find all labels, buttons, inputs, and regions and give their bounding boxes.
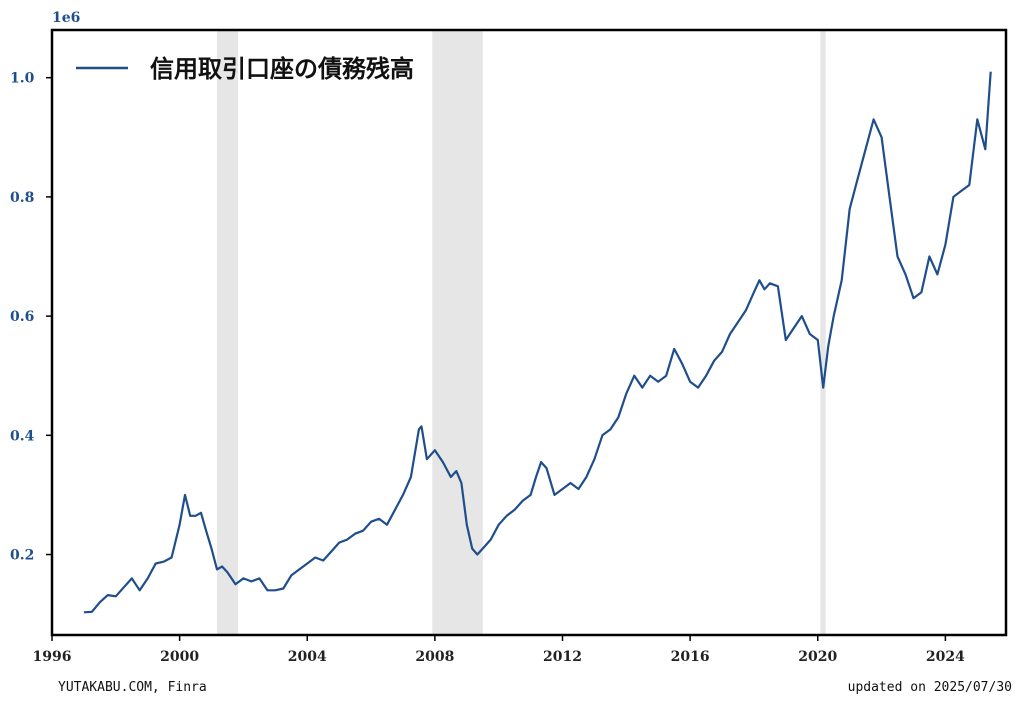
legend-label: 信用取引口座の債務残高 bbox=[150, 54, 414, 83]
series-line bbox=[83, 71, 992, 614]
axis-ticks: 1996 2000 2004 2008 2012 2016 2020 2024 0.2 0.4 0.… bbox=[10, 71, 965, 665]
x-tick-label: 1996 bbox=[33, 649, 72, 665]
x-tick-label: 2008 bbox=[415, 649, 454, 665]
y-tick-label: 0.4 bbox=[10, 428, 35, 444]
legend: 信用取引口座の債務残高 bbox=[76, 54, 414, 83]
x-tick-label: 2012 bbox=[543, 649, 582, 665]
y-tick-label: 1.0 bbox=[10, 71, 35, 87]
recession-band bbox=[432, 30, 483, 635]
y-tick-label: 0.8 bbox=[10, 190, 34, 206]
x-tick-label: 2004 bbox=[288, 649, 327, 665]
x-tick-label: 2024 bbox=[926, 649, 965, 665]
y-tick-label: 0.6 bbox=[10, 309, 34, 325]
y-tick-label: 0.2 bbox=[10, 548, 34, 564]
updated-date: updated on 2025/07/30 bbox=[848, 680, 1012, 695]
x-tick-label: 2020 bbox=[798, 649, 837, 665]
series-layer bbox=[83, 71, 992, 614]
x-tick-label: 2000 bbox=[160, 649, 199, 665]
recession-band bbox=[820, 30, 826, 635]
recession-shading bbox=[216, 30, 826, 635]
plot-frame bbox=[50, 28, 1008, 637]
recession-band bbox=[216, 30, 239, 635]
x-tick-label: 2016 bbox=[671, 649, 710, 665]
source-credit: YUTAKABU.COM, Finra bbox=[58, 680, 207, 695]
y-offset-label: 1e6 bbox=[52, 10, 80, 26]
